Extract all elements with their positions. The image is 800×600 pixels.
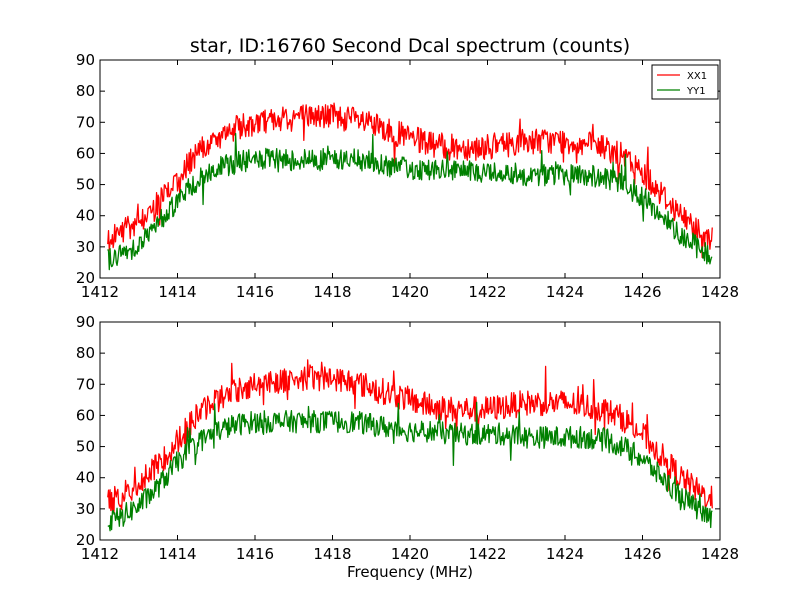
- chart-panel-2: 1412 1414 1416 1418 1420 1422 1424 1426 1428 20 30…: [76, 313, 739, 581]
- chart-title: star, ID:16760 Second Dcal spectrum (cou…: [190, 35, 630, 57]
- x-tick-label: 1414: [158, 283, 196, 301]
- y-tick-label: 20: [76, 531, 95, 549]
- x-tick-label: 1422: [468, 545, 506, 563]
- y-tick-label: 50: [76, 438, 95, 456]
- y-tick-label: 20: [76, 269, 95, 287]
- y-tick-label: 30: [76, 238, 95, 256]
- x-tick-label: 1414: [158, 545, 196, 563]
- series-line-green: [107, 401, 713, 532]
- y-tick-label: 90: [76, 51, 95, 69]
- series-group: [107, 102, 713, 271]
- x-tick-label: 1426: [623, 545, 661, 563]
- x-tick-label: 1426: [623, 283, 661, 301]
- chart-root: 1412 1414 1416 1418 1420 1422 1424 1426 1428 20 30…: [76, 35, 739, 581]
- x-tick-label: 1412: [81, 283, 119, 301]
- x-tick-label: 1420: [391, 283, 429, 301]
- y-tick-label: 30: [76, 500, 95, 518]
- series-line-red: [107, 359, 713, 514]
- y-tick-label: 40: [76, 207, 95, 225]
- x-tick-label: 1428: [701, 545, 739, 563]
- y-tick-label: 40: [76, 469, 95, 487]
- x-tick-label: 1424: [546, 283, 584, 301]
- x-tick-label: 1412: [81, 545, 119, 563]
- series-line-yy1: [107, 132, 713, 271]
- series-line-xx1: [107, 102, 713, 259]
- series-group: [107, 359, 713, 532]
- y-tick-label: 50: [76, 176, 95, 194]
- x-tick-label: 1418: [313, 283, 351, 301]
- x-tick-label: 1416: [236, 545, 274, 563]
- y-tick-label: 80: [76, 344, 95, 362]
- legend-label-yy1: YY1: [686, 86, 706, 97]
- legend-box: [651, 64, 719, 100]
- x-tick-label: 1428: [701, 283, 739, 301]
- y-tick-label: 60: [76, 144, 95, 162]
- x-tick-label: 1422: [468, 283, 506, 301]
- y-tick-label: 90: [76, 313, 95, 331]
- x-tick-label: 1420: [391, 545, 429, 563]
- chart-panel-1: 1412 1414 1416 1418 1420 1422 1424 1426 1428 20 30…: [76, 35, 739, 301]
- x-tick-label: 1418: [313, 545, 351, 563]
- y-tick-label: 60: [76, 406, 95, 424]
- legend-label-xx1: XX1: [687, 71, 707, 82]
- y-tick-label: 70: [76, 113, 95, 131]
- x-tick-label: 1424: [546, 545, 584, 563]
- y-tick-label: 70: [76, 375, 95, 393]
- x-tick-label: 1416: [236, 283, 274, 301]
- x-axis-label: Frequency (MHz): [347, 563, 473, 581]
- y-tick-label: 80: [76, 82, 95, 100]
